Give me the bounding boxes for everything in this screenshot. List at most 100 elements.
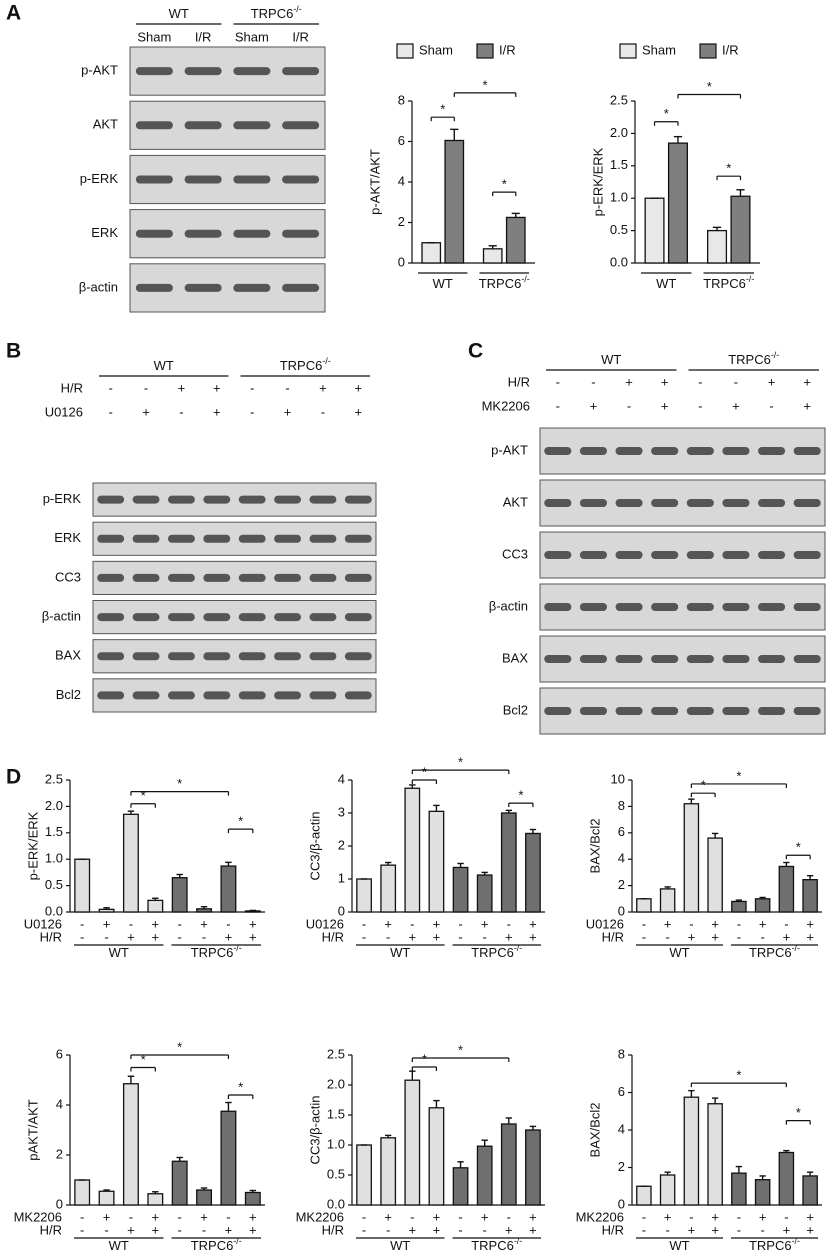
blot-band xyxy=(274,691,302,700)
significance-label: * xyxy=(502,177,507,192)
y-axis-label: CC3/β-actin xyxy=(307,1096,322,1165)
significance-label: * xyxy=(458,1042,463,1057)
y-tick-label: 6 xyxy=(618,824,625,839)
condition-sign: - xyxy=(737,916,741,931)
condition-sign: + xyxy=(249,1209,257,1224)
condition-sign: + xyxy=(806,916,814,931)
blot-band xyxy=(97,573,125,582)
blot-band xyxy=(184,175,222,184)
lane-label: I/R xyxy=(292,29,309,44)
condition-sign: - xyxy=(178,1222,182,1237)
condition-sign: + xyxy=(803,374,811,389)
bar xyxy=(147,1193,164,1206)
condition-sign: + xyxy=(355,380,363,395)
y-tick-label: 6 xyxy=(398,133,405,148)
condition-label: MK2206 xyxy=(14,1209,62,1224)
condition-sign: - xyxy=(250,404,254,419)
bar xyxy=(636,898,652,913)
blot-band xyxy=(97,495,125,504)
y-tick-label: 2.5 xyxy=(327,1046,345,1061)
blot-band xyxy=(722,447,750,455)
y-tick-label: 8 xyxy=(618,798,625,813)
blot-band xyxy=(184,67,222,76)
blot-band xyxy=(309,691,337,700)
significance-label: * xyxy=(796,840,801,855)
condition-sign: + xyxy=(529,1209,537,1224)
bar xyxy=(428,810,445,913)
condition-sign: - xyxy=(129,916,133,931)
blot-band xyxy=(274,573,302,582)
condition-sign: - xyxy=(458,1209,462,1224)
significance-label: * xyxy=(796,1105,801,1120)
blot-band xyxy=(135,229,173,238)
bar xyxy=(356,878,372,913)
condition-sign: + xyxy=(225,1222,233,1237)
y-tick-label: 8 xyxy=(618,1046,625,1061)
blot-band xyxy=(793,603,821,611)
blot-band xyxy=(238,534,266,543)
condition-sign: + xyxy=(213,380,221,395)
y-tick-label: 0 xyxy=(56,1196,63,1211)
blot-group-label-text: TRPC6 xyxy=(251,6,294,21)
blot-band xyxy=(135,175,173,184)
bar xyxy=(98,908,115,913)
x-group-label-text: WT xyxy=(109,945,129,960)
y-tick-label: 0.0 xyxy=(327,1196,345,1211)
condition-sign: - xyxy=(627,398,631,413)
condition-sign: + xyxy=(152,1222,160,1237)
y-tick-label: 1.0 xyxy=(327,1136,345,1151)
blot-band xyxy=(544,603,572,611)
significance-label: * xyxy=(518,788,523,803)
x-group-label-sup: -/- xyxy=(792,943,801,953)
condition-sign: - xyxy=(458,916,462,931)
condition-sign: - xyxy=(178,916,182,931)
blot-band xyxy=(344,573,372,582)
y-axis-label: BAX/Bcl2 xyxy=(587,1103,602,1158)
y-tick-label: 1.0 xyxy=(45,851,63,866)
blot-band xyxy=(167,534,195,543)
blot-band xyxy=(651,603,679,611)
y-tick-label: 2 xyxy=(618,1159,625,1174)
condition-sign: + xyxy=(152,929,160,944)
condition-sign: - xyxy=(760,1222,764,1237)
condition-sign: + xyxy=(384,916,392,931)
condition-sign: + xyxy=(625,374,633,389)
blot-band xyxy=(167,691,195,700)
blot-band xyxy=(309,534,337,543)
condition-sign: - xyxy=(202,1222,206,1237)
bar xyxy=(482,248,503,264)
y-tick-label: 1.5 xyxy=(610,157,628,172)
x-group-label: WT xyxy=(109,1238,129,1253)
blot-band xyxy=(544,707,572,715)
condition-sign: + xyxy=(433,1222,441,1237)
x-group-label: WT xyxy=(390,1238,410,1253)
bar xyxy=(196,908,213,913)
bar xyxy=(525,1129,541,1206)
legend-swatch xyxy=(476,43,494,59)
bar xyxy=(171,877,188,913)
blot-band xyxy=(203,652,231,661)
blot-band xyxy=(233,67,271,76)
panel-letter: D xyxy=(6,766,21,789)
x-group-label: TRPC6-/- xyxy=(191,943,242,960)
blot-band xyxy=(132,652,160,661)
blot-band xyxy=(203,495,231,504)
blot-row-label: AKT xyxy=(93,117,118,132)
condition-sign: + xyxy=(664,916,672,931)
blot-band xyxy=(544,551,572,559)
condition-label: MK2206 xyxy=(576,1209,624,1224)
bar xyxy=(525,832,541,913)
y-axis-label: CC3/β-actin xyxy=(307,812,322,881)
blot-band xyxy=(758,551,786,559)
condition-sign: - xyxy=(483,1222,487,1237)
x-group-label-text: TRPC6 xyxy=(749,945,792,960)
blot-band xyxy=(97,652,125,661)
bar xyxy=(778,1151,795,1206)
blot-band xyxy=(233,121,271,130)
blot-band xyxy=(282,283,320,292)
blot-band xyxy=(309,495,337,504)
condition-label: MK2206 xyxy=(482,398,530,413)
condition-sign: + xyxy=(284,404,292,419)
